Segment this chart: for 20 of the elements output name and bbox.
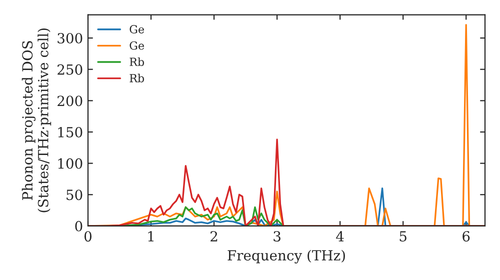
x-tick-label: 3 bbox=[274, 231, 280, 242]
y-tick-label: 0 bbox=[75, 220, 82, 232]
x-axis-title: Frequency (THz) bbox=[228, 250, 345, 264]
legend-label: Ge bbox=[130, 41, 144, 50]
legend-label: Rb bbox=[130, 74, 144, 82]
legend-label: Ge bbox=[130, 25, 144, 34]
x-tick-label: 6 bbox=[462, 231, 470, 242]
x-tick-label: 1 bbox=[148, 231, 154, 242]
y-tick-label: 200 bbox=[58, 96, 82, 106]
x-tick-label: 5 bbox=[400, 231, 406, 242]
x-tick-label: 2 bbox=[210, 231, 218, 242]
y-tick-label: 150 bbox=[58, 126, 82, 138]
y-tick-label: 250 bbox=[58, 64, 82, 75]
y-axis-title: Phonon projected DOS (States/THz·primitive cell) bbox=[22, 28, 52, 212]
x-tick-label: 4 bbox=[336, 231, 344, 242]
y-tick-label: 300 bbox=[58, 32, 82, 44]
legend-label: Rb bbox=[130, 57, 144, 66]
x-tick-label: 0 bbox=[84, 231, 92, 242]
y-tick-label: 50 bbox=[66, 190, 82, 200]
y-tick-label: 100 bbox=[58, 158, 82, 169]
